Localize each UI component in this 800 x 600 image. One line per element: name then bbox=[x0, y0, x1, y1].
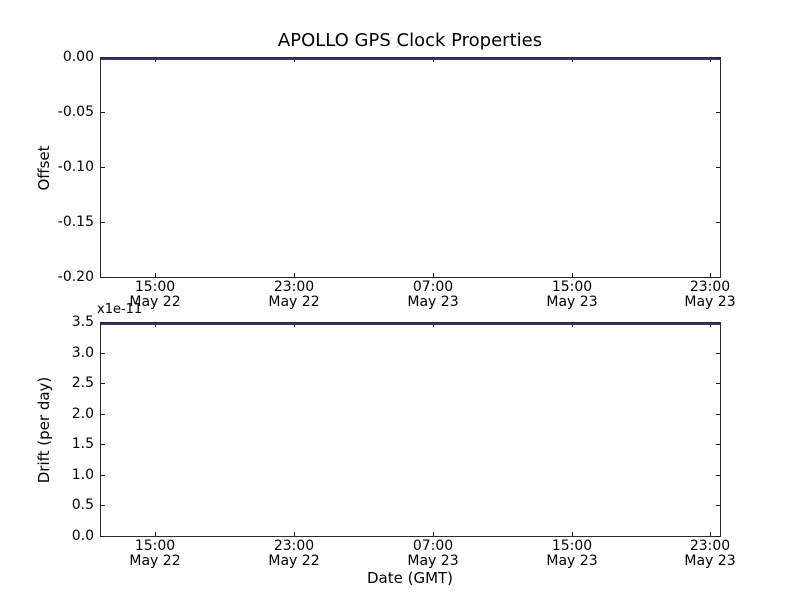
y-tick-mark bbox=[101, 222, 105, 223]
x-tick-label: 07:00 May 23 bbox=[407, 538, 459, 569]
x-tick-mark bbox=[572, 323, 573, 327]
y-tick-label: 3.0 bbox=[71, 345, 94, 361]
offset-axes bbox=[100, 57, 721, 278]
y-tick-mark bbox=[101, 414, 105, 415]
x-tick-mark bbox=[710, 323, 711, 327]
x-tick-mark bbox=[433, 323, 434, 327]
y-tick-label: -0.20 bbox=[57, 269, 94, 285]
y-tick-mark bbox=[101, 57, 105, 58]
y-tick-mark bbox=[716, 277, 720, 278]
drift-axes bbox=[100, 322, 721, 537]
y-axis-multiplier-text: x1e-11 bbox=[97, 302, 143, 317]
x-tick-label: 23:00 May 22 bbox=[268, 538, 320, 569]
y-tick-mark bbox=[101, 353, 105, 354]
y-tick-label: 0.5 bbox=[71, 497, 94, 513]
y-tick-mark bbox=[101, 505, 105, 506]
y-tick-mark bbox=[716, 112, 720, 113]
x-tick-mark bbox=[710, 273, 711, 277]
y-tick-mark bbox=[101, 383, 105, 384]
y-tick-mark bbox=[101, 475, 105, 476]
y-tick-label: -0.15 bbox=[57, 214, 94, 230]
y-tick-mark bbox=[716, 536, 720, 537]
x-tick-mark bbox=[294, 532, 295, 536]
x-tick-mark bbox=[155, 532, 156, 536]
x-tick-label: 23:00 May 23 bbox=[684, 538, 736, 569]
x-tick-label: 15:00 May 22 bbox=[129, 538, 181, 569]
x-tick-mark bbox=[155, 273, 156, 277]
y-tick-mark bbox=[101, 277, 105, 278]
y-tick-mark bbox=[101, 444, 105, 445]
y-tick-label: -0.10 bbox=[57, 159, 94, 175]
y-tick-label: 2.0 bbox=[71, 406, 94, 422]
y-tick-mark bbox=[716, 222, 720, 223]
x-tick-label: 15:00 May 23 bbox=[546, 279, 598, 310]
y-tick-mark bbox=[101, 536, 105, 537]
x-tick-mark bbox=[433, 532, 434, 536]
x-tick-label: 15:00 May 23 bbox=[546, 538, 598, 569]
y-tick-mark bbox=[716, 167, 720, 168]
x-tick-label: 07:00 May 23 bbox=[407, 279, 459, 310]
drift-data-line bbox=[101, 323, 720, 325]
x-tick-label: 23:00 May 22 bbox=[268, 279, 320, 310]
y-tick-label: 0.00 bbox=[62, 49, 94, 65]
y-tick-label: 3.5 bbox=[71, 314, 94, 330]
y-tick-mark bbox=[716, 353, 720, 354]
x-tick-mark bbox=[710, 58, 711, 62]
y-tick-mark bbox=[716, 505, 720, 506]
x-tick-mark bbox=[710, 532, 711, 536]
y-tick-mark bbox=[716, 322, 720, 323]
y-tick-mark bbox=[716, 444, 720, 445]
chart-title: APOLLO GPS Clock Properties bbox=[277, 30, 543, 51]
y-tick-mark bbox=[716, 57, 720, 58]
offset-data-line bbox=[101, 58, 720, 60]
x-tick-mark bbox=[572, 58, 573, 62]
x-tick-label: 15:00 May 22 bbox=[129, 279, 181, 310]
y-tick-mark bbox=[101, 167, 105, 168]
x-tick-mark bbox=[572, 532, 573, 536]
y-tick-label: 0.0 bbox=[71, 528, 94, 544]
y-tick-mark bbox=[716, 475, 720, 476]
x-tick-mark bbox=[572, 273, 573, 277]
x-tick-mark bbox=[433, 58, 434, 62]
y-tick-label: -0.05 bbox=[57, 104, 94, 120]
x-tick-label: 23:00 May 23 bbox=[684, 279, 736, 310]
x-tick-mark bbox=[155, 58, 156, 62]
y-tick-label: 2.5 bbox=[71, 375, 94, 391]
y-tick-label: 1.5 bbox=[71, 436, 94, 452]
x-tick-mark bbox=[155, 323, 156, 327]
x-tick-mark bbox=[294, 323, 295, 327]
y-tick-mark bbox=[716, 383, 720, 384]
x-tick-mark bbox=[433, 273, 434, 277]
y-tick-mark bbox=[716, 414, 720, 415]
x-tick-mark bbox=[294, 58, 295, 62]
y-tick-mark bbox=[101, 112, 105, 113]
x-tick-mark bbox=[294, 273, 295, 277]
y-tick-mark bbox=[101, 322, 105, 323]
y-tick-label: 1.0 bbox=[71, 467, 94, 483]
x-axis-label: Date (GMT) bbox=[366, 569, 454, 587]
